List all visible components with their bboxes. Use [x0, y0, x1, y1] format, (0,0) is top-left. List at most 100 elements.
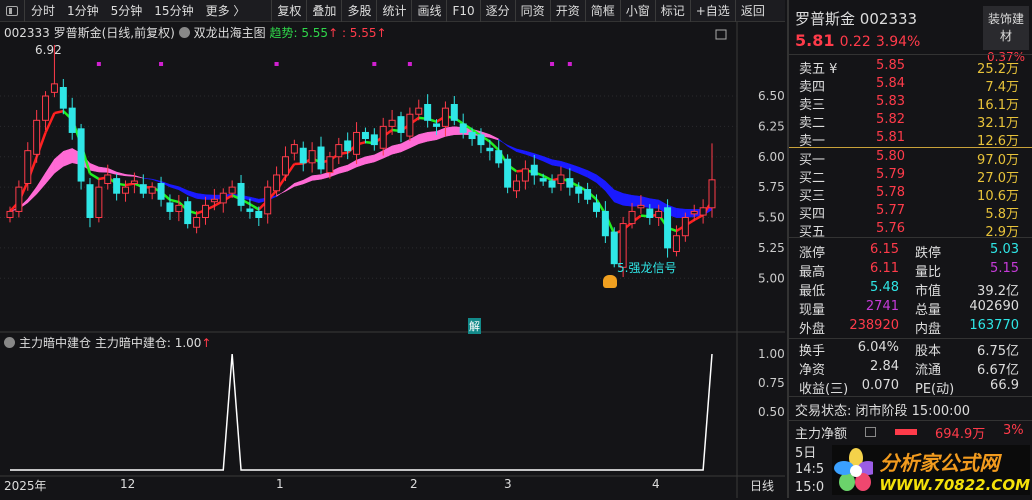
stock-code: 002333	[860, 10, 917, 28]
layout-icon	[716, 30, 726, 39]
toolbar-button[interactable]: 开资	[550, 0, 585, 22]
toolbar-button[interactable]: 叠加	[306, 0, 341, 22]
book-volume: 97.0万	[977, 149, 1019, 168]
toolbar-button[interactable]: 画线	[411, 0, 446, 22]
period-minute[interactable]: 分时	[24, 0, 61, 22]
candle-body	[540, 179, 546, 181]
candle-body	[354, 132, 360, 154]
price-pct: 3.94%	[876, 34, 920, 50]
stat-value: 6.75亿	[977, 340, 1019, 359]
ma-band-segment	[63, 148, 72, 166]
stock-name: 罗普斯金	[795, 10, 855, 28]
ma-band-segment	[632, 195, 641, 206]
trend-line-segment	[90, 174, 99, 179]
toolbar-button[interactable]: 统计	[376, 0, 411, 22]
candle-body	[638, 205, 644, 207]
ma-band-segment	[143, 178, 152, 179]
logo-text: 分析家公式网	[879, 447, 1030, 476]
indicator-y-tick: 0.50	[758, 405, 785, 419]
candle-body	[194, 218, 200, 228]
toolbar-button[interactable]: 多股	[341, 0, 376, 22]
book-volume: 27.0万	[977, 167, 1019, 186]
candle-body	[656, 211, 662, 217]
ma-band-segment	[294, 180, 303, 186]
toolbar-button[interactable]: 标记	[655, 0, 690, 22]
unlock-badge[interactable]: 解	[468, 318, 481, 334]
candle-body	[416, 108, 422, 114]
candle-body	[7, 211, 13, 217]
stat-label: 市值	[915, 280, 941, 299]
candle-body	[220, 193, 226, 203]
main-net-value: 694.9万	[935, 423, 985, 442]
period-15min[interactable]: 15分钟	[148, 2, 199, 19]
ma-band-segment	[596, 175, 605, 191]
trend-line-segment	[170, 200, 179, 202]
main-net-pct: 3%	[1003, 423, 1024, 438]
stat-label: 最低	[799, 280, 825, 299]
toolbar-button[interactable]: F10	[446, 0, 479, 22]
candle-body	[185, 202, 191, 224]
ma-band-segment	[419, 132, 428, 144]
indicator-y-tick: 1.00	[758, 347, 785, 361]
candle-body	[451, 105, 457, 121]
toolbar-button[interactable]: 逐分	[480, 0, 515, 22]
candle-body	[87, 185, 93, 218]
stat-value: 6.67亿	[977, 359, 1019, 378]
net-bar	[895, 429, 917, 435]
candle-body	[345, 141, 351, 151]
toolbar-button[interactable]: +自选	[690, 0, 735, 22]
stat-value: 6.11	[870, 261, 899, 276]
indicator-dropdown-icon[interactable]	[4, 337, 15, 348]
candle-body	[407, 114, 413, 136]
stat-value: 66.9	[990, 378, 1019, 393]
book-label: 买四	[799, 203, 825, 222]
toolbar-button[interactable]: 返回	[735, 0, 770, 22]
price-change: 0.22	[840, 34, 871, 50]
candle-body	[274, 175, 280, 191]
panel-toggle-icon[interactable]	[6, 6, 18, 16]
candle-body	[336, 145, 342, 157]
book-label: 卖四	[799, 76, 825, 95]
ma-band-segment	[614, 190, 623, 205]
period-1min[interactable]: 1分钟	[61, 2, 105, 19]
ma-band-segment	[445, 127, 454, 137]
candle-body	[60, 87, 66, 108]
indicator-name[interactable]: 主力暗中建仓	[19, 336, 91, 350]
period-more[interactable]: 更多 〉	[200, 2, 252, 19]
book-volume: 5.8万	[985, 203, 1019, 222]
x-label-year: 2025年	[4, 477, 47, 494]
toolbar-button[interactable]: 复权	[271, 0, 306, 22]
toolbar-button[interactable]: 同资	[515, 0, 550, 22]
candle-body	[585, 190, 591, 200]
toolbar-button[interactable]: 小窗	[620, 0, 655, 22]
ma-band-segment	[46, 159, 55, 184]
candle-body	[140, 185, 146, 194]
toolbar-button[interactable]: 简框	[585, 0, 620, 22]
signal-dot	[408, 62, 412, 66]
book-volume: 16.1万	[977, 94, 1019, 113]
stat-label: 最高	[799, 261, 825, 280]
ma-band-segment	[285, 183, 294, 191]
list-icon[interactable]	[865, 427, 876, 437]
book-label: 卖五 ¥	[799, 58, 837, 77]
signal-label: 5.强龙信号	[617, 259, 676, 276]
indicator-line	[10, 354, 712, 470]
stat-label: 跌停	[915, 242, 941, 261]
ma-band-segment	[374, 150, 383, 161]
ma-band-segment	[339, 165, 348, 173]
candle-body	[567, 179, 573, 188]
period-label[interactable]: 日线	[750, 477, 774, 494]
book-volume: 10.6万	[977, 185, 1019, 204]
period-5min[interactable]: 5分钟	[105, 2, 149, 19]
candle-body	[176, 205, 182, 211]
ma-band-segment	[188, 191, 197, 199]
stat-value: 2741	[866, 299, 899, 314]
ma-band-segment	[499, 139, 508, 146]
sector-box[interactable]: 装饰建材 0.37%	[983, 6, 1029, 50]
ma-band-segment	[303, 176, 312, 184]
ma-band-segment	[90, 163, 99, 172]
